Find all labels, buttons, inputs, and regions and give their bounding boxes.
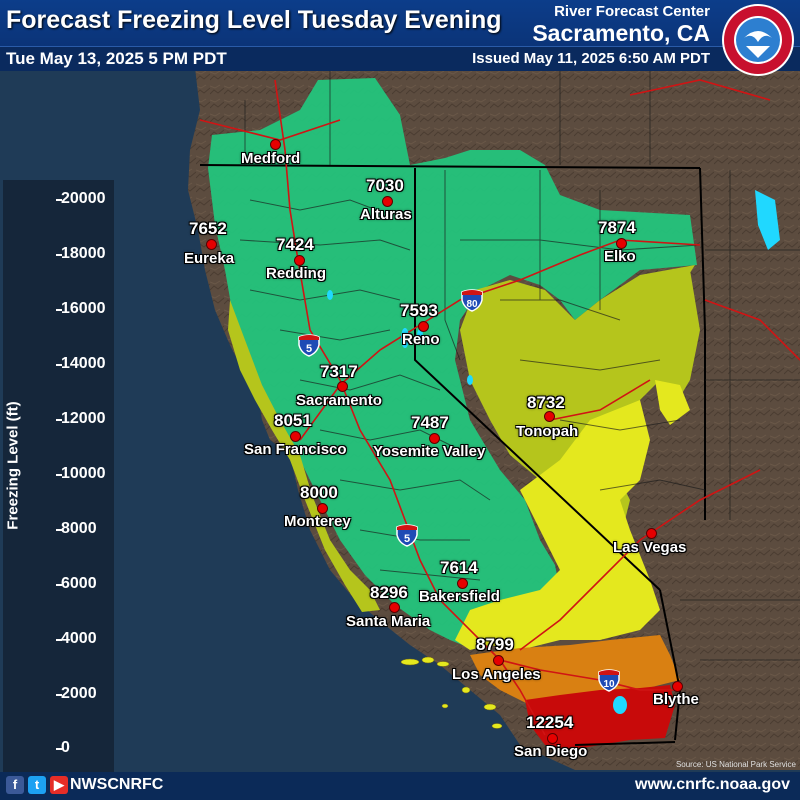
city-name-las-vegas: Las Vegas xyxy=(613,539,687,556)
office-line-1: River Forecast Center xyxy=(554,3,710,20)
city-value-sacramento: 7317 xyxy=(320,362,358,381)
interstate-80-shield-icon: 80 xyxy=(461,289,483,312)
city-marker-monterey xyxy=(317,503,328,514)
legend-tick xyxy=(56,199,62,201)
source-credit: Source: US National Park Service xyxy=(675,760,796,769)
footer-bar xyxy=(0,772,800,800)
city-marker-alturas xyxy=(382,196,393,207)
city-name-sacramento: Sacramento xyxy=(296,392,382,409)
city-value-bakersfield: 7614 xyxy=(440,558,478,577)
interstate-5-shield-icon: 5 xyxy=(396,524,418,547)
city-marker-redding xyxy=(294,255,305,266)
legend-title: Freezing Level (ft) xyxy=(4,401,22,530)
city-name-santa-maria: Santa Maria xyxy=(346,613,431,630)
interstate-10-shield-icon: 10 xyxy=(598,669,620,692)
city-value-reno: 7593 xyxy=(400,301,438,320)
legend-panel xyxy=(3,180,114,772)
legend-tick xyxy=(56,309,62,311)
city-value-redding: 7424 xyxy=(276,235,314,254)
city-marker-yosemite-valley xyxy=(429,433,440,444)
youtube-icon[interactable]: ▶ xyxy=(50,776,68,794)
city-marker-tonopah xyxy=(544,411,555,422)
city-marker-las-vegas xyxy=(646,528,657,539)
city-marker-reno xyxy=(418,321,429,332)
city-marker-sacramento xyxy=(337,381,348,392)
legend-tick xyxy=(56,364,62,366)
city-value-tonopah: 8732 xyxy=(527,393,565,412)
city-name-redding: Redding xyxy=(266,265,326,282)
legend-label: 6000 xyxy=(61,575,97,592)
nws-logo-icon[interactable] xyxy=(720,2,796,78)
issued-time: Issued May 11, 2025 6:50 AM PDT xyxy=(472,50,710,67)
city-name-los-angeles: Los Angeles xyxy=(452,666,541,683)
legend-label: 10000 xyxy=(61,465,106,482)
city-marker-elko xyxy=(616,238,627,249)
legend-label: 8000 xyxy=(61,520,97,537)
city-name-elko: Elko xyxy=(604,248,636,265)
city-name-alturas: Alturas xyxy=(360,206,412,223)
city-marker-santa-maria xyxy=(389,602,400,613)
city-value-santa-maria: 8296 xyxy=(370,583,408,602)
header-subbar xyxy=(0,46,800,71)
legend-tick xyxy=(56,694,62,696)
city-value-yosemite-valley: 7487 xyxy=(411,413,449,432)
city-marker-san-francisco xyxy=(290,431,301,442)
highway-number: 5 xyxy=(306,343,312,355)
legend-tick xyxy=(56,639,62,641)
website-link[interactable]: www.cnrfc.noaa.gov xyxy=(635,776,790,793)
legend-label: 2000 xyxy=(61,685,97,702)
office-line-2: Sacramento, CA xyxy=(532,20,710,46)
city-name-eureka: Eureka xyxy=(184,250,235,267)
city-value-eureka: 7652 xyxy=(189,219,227,238)
twitter-icon[interactable]: t xyxy=(28,776,46,794)
city-value-los-angeles: 8799 xyxy=(476,635,514,654)
legend-label: 4000 xyxy=(61,630,97,647)
city-value-san-diego: 12254 xyxy=(526,713,574,732)
city-name-san-diego: San Diego xyxy=(514,743,588,760)
legend-label: 20000 xyxy=(61,190,106,207)
city-name-san-francisco: San Francisco xyxy=(244,441,347,458)
city-marker-san-diego xyxy=(547,733,558,744)
legend-label: 0 xyxy=(61,739,70,756)
city-name-tonopah: Tonopah xyxy=(516,423,579,440)
city-marker-blythe xyxy=(672,681,683,692)
highway-number: 80 xyxy=(466,299,478,310)
legend-label: 18000 xyxy=(61,245,106,262)
city-marker-los-angeles xyxy=(493,655,504,666)
legend-label: 12000 xyxy=(61,410,106,427)
city-value-alturas: 7030 xyxy=(366,176,404,195)
city-name-medford: Medford xyxy=(241,150,301,167)
city-value-san-francisco: 8051 xyxy=(274,411,312,430)
facebook-icon[interactable]: f xyxy=(6,776,24,794)
legend-tick xyxy=(56,529,62,531)
legend-tick xyxy=(56,748,62,750)
legend-tick xyxy=(56,254,62,256)
city-name-monterey: Monterey xyxy=(284,513,351,530)
legend-tick xyxy=(56,419,62,421)
city-value-elko: 7874 xyxy=(598,218,636,237)
legend-label: 16000 xyxy=(61,300,106,317)
highway-number: 5 xyxy=(404,533,410,545)
page-title: Forecast Freezing Level Tuesday Evening xyxy=(6,6,502,34)
legend-label: 14000 xyxy=(61,355,106,372)
city-name-yosemite-valley: Yosemite Valley xyxy=(373,443,486,460)
city-name-blythe: Blythe xyxy=(653,691,699,708)
legend-tick xyxy=(56,584,62,586)
city-name-bakersfield: Bakersfield xyxy=(419,588,500,605)
social-handle[interactable]: NWSCNRFC xyxy=(70,776,164,793)
interstate-5-shield-icon: 5 xyxy=(298,334,320,357)
highway-number: 10 xyxy=(603,679,615,690)
city-name-reno: Reno xyxy=(402,331,440,348)
valid-time: Tue May 13, 2025 5 PM PDT xyxy=(6,49,227,68)
legend-tick xyxy=(56,474,62,476)
city-marker-medford xyxy=(270,139,281,150)
city-marker-eureka xyxy=(206,239,217,250)
city-marker-bakersfield xyxy=(457,578,468,589)
city-value-monterey: 8000 xyxy=(300,483,338,502)
